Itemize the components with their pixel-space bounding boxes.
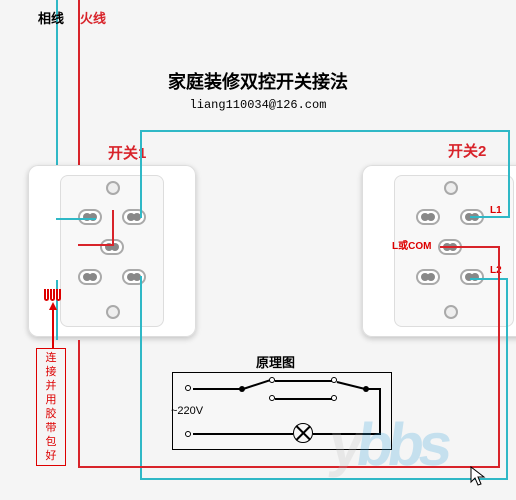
watermark-bbs: ybbs	[330, 410, 446, 479]
sw1-terminal-L2	[78, 269, 102, 285]
sw1-terminal-L2b	[122, 269, 146, 285]
diagram-canvas: 相线 火线 家庭装修双控开关接法 liang110034@126.com 开关1…	[0, 0, 516, 500]
cursor-icon	[470, 466, 488, 488]
sw2-terminal-L2b	[460, 269, 484, 285]
note-arrow-line	[52, 310, 54, 348]
schematic-label: 原理图	[256, 352, 295, 371]
sw1-terminal-L1	[78, 209, 102, 225]
sw2-COM-label: L或COM	[392, 237, 444, 252]
traveller-top-up1	[140, 130, 142, 218]
switch2-body: L1 L或COM L2	[362, 165, 516, 337]
live-to-sw1com	[78, 244, 114, 246]
sw2-terminal-L2	[416, 269, 440, 285]
phase-to-sw1	[56, 218, 96, 220]
traveller-bot	[140, 478, 508, 480]
lamp-icon	[293, 423, 313, 443]
splice-note: 连接并用胶带包好	[36, 348, 66, 466]
wire-splice	[44, 288, 64, 302]
sw2-L1-label: L1	[490, 205, 502, 216]
live-label: 火线	[80, 8, 106, 27]
arrow-head-icon	[49, 302, 57, 310]
sw1-terminal-L1b	[122, 209, 146, 225]
voltage-label: ~220V	[171, 405, 203, 417]
phase-label: 相线	[38, 8, 64, 27]
sw2-terminal-L1	[416, 209, 440, 225]
live-from-sw2	[440, 246, 500, 248]
traveller-bot-down1	[140, 276, 142, 480]
main-title: 家庭装修双控开关接法	[0, 68, 516, 94]
traveller-top	[140, 130, 510, 132]
email-text: liang110034@126.com	[0, 98, 516, 112]
switch2-label: 开关2	[448, 140, 486, 161]
